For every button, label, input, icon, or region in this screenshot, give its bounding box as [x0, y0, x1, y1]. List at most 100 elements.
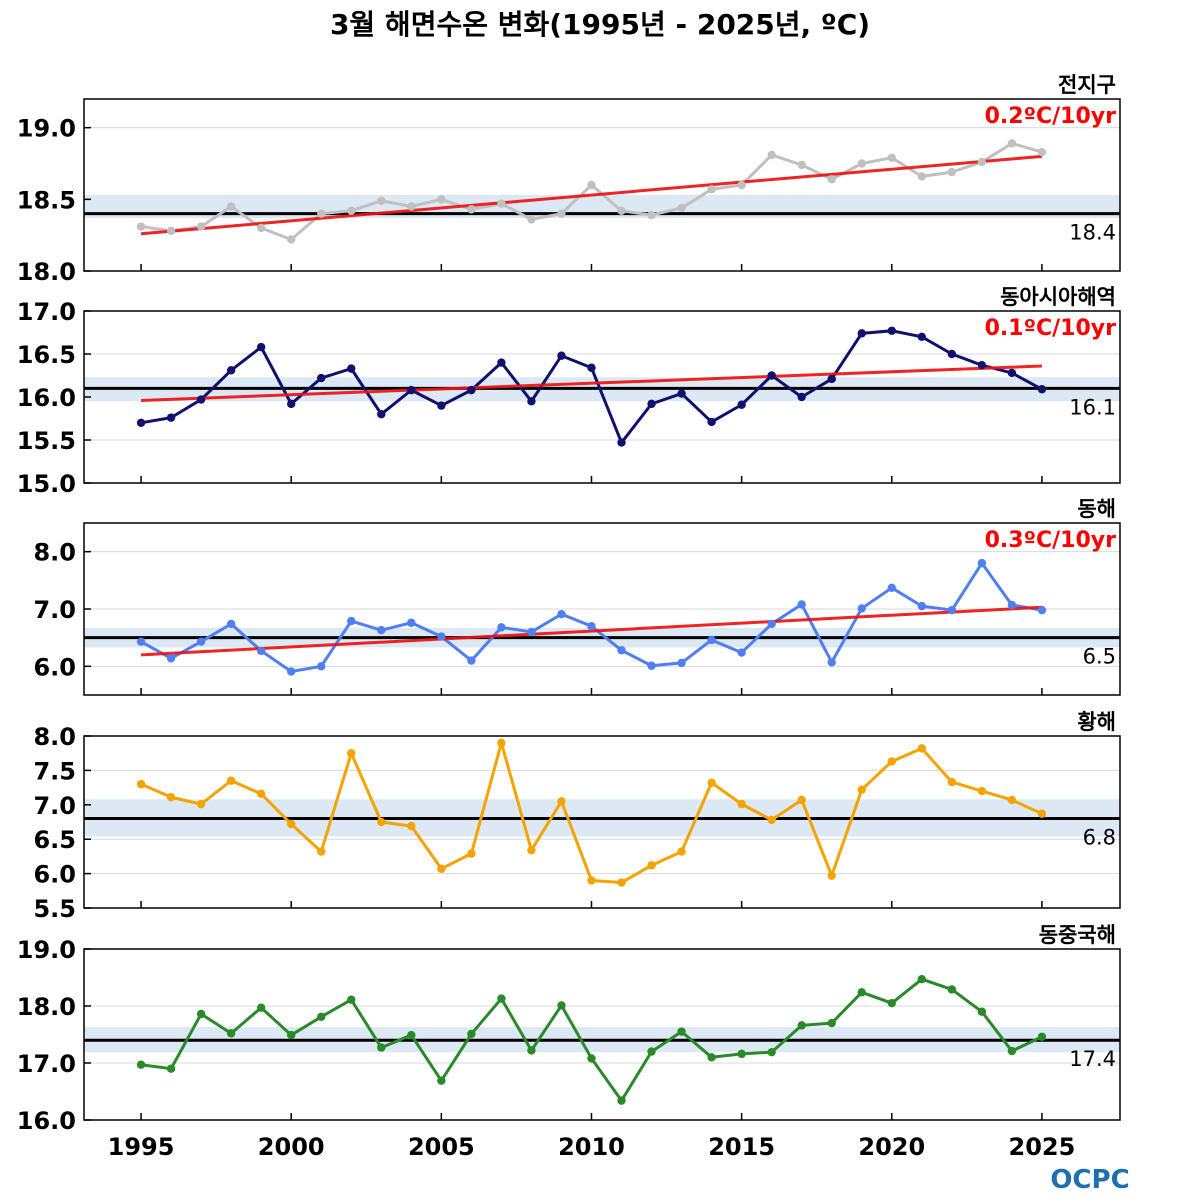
- data-point: [767, 619, 776, 629]
- data-point: [677, 1027, 686, 1036]
- trend-line: [140, 154, 1043, 236]
- data-point: [587, 180, 596, 190]
- mean-label: 6.5: [1083, 645, 1116, 669]
- data-point: [887, 153, 896, 162]
- data-point: [617, 878, 626, 887]
- data-point: [287, 1030, 296, 1040]
- data-point: [1037, 605, 1047, 615]
- region-name: 전지구: [1058, 73, 1116, 97]
- data-point: [1007, 795, 1017, 805]
- series-line-0: [140, 141, 1043, 241]
- data-point: [947, 605, 957, 615]
- data-point: [647, 210, 656, 220]
- data-point: [136, 779, 146, 789]
- y-tick-label: 17.0: [17, 298, 76, 326]
- y-tick-label: 6.0: [33, 861, 76, 889]
- data-point: [827, 1018, 836, 1028]
- trend-label: 0.1ºC/10yr: [985, 316, 1117, 341]
- data-point: [226, 202, 236, 211]
- data-point: [1007, 600, 1017, 610]
- data-point: [827, 871, 836, 880]
- data-point: [857, 604, 866, 613]
- data-point: [887, 998, 896, 1008]
- data-point: [707, 635, 716, 645]
- data-point: [166, 793, 176, 802]
- trend-label: 0.3ºC/10yr: [985, 528, 1117, 553]
- data-point: [467, 656, 476, 665]
- data-point: [827, 658, 836, 667]
- data-point: [797, 600, 806, 609]
- data-point: [497, 738, 506, 748]
- mean-label: 6.8: [1083, 826, 1116, 850]
- y-tick-label: 16.0: [17, 384, 76, 412]
- data-point: [377, 626, 386, 635]
- data-point: [887, 326, 896, 335]
- data-point: [226, 366, 236, 375]
- data-point: [767, 815, 776, 825]
- data-point: [136, 222, 146, 231]
- data-point: [557, 797, 566, 806]
- panel-frame: [83, 735, 1121, 909]
- data-point: [1037, 147, 1047, 157]
- y-tick-label: 6.0: [33, 653, 76, 681]
- data-point: [527, 846, 536, 855]
- data-point: [527, 215, 536, 224]
- chart-title: 3월 해면수온 변화(1995년 - 2025년, ºC): [330, 8, 870, 41]
- data-point: [166, 413, 176, 422]
- data-point: [587, 363, 596, 372]
- x-tick-label: 2010: [558, 1133, 625, 1161]
- y-tick-label: 17.0: [17, 1050, 76, 1078]
- data-point: [497, 994, 506, 1003]
- data-point: [136, 418, 146, 427]
- data-point: [287, 235, 296, 244]
- data-point: [377, 817, 386, 827]
- data-point: [317, 847, 326, 856]
- data-point: [707, 1053, 716, 1062]
- data-point: [707, 778, 716, 787]
- data-point: [377, 410, 386, 419]
- data-point: [977, 1007, 987, 1016]
- y-tick-label: 15.5: [17, 427, 76, 455]
- data-point: [347, 749, 356, 758]
- data-point: [497, 358, 506, 367]
- x-axis: 1995 2000 2005 2010 2015 2020 2025: [108, 1133, 1076, 1161]
- data-point: [767, 1047, 776, 1057]
- region-name: 동해: [1077, 497, 1116, 521]
- data-point: [467, 1029, 476, 1039]
- data-point: [677, 389, 686, 398]
- region-name: 동중국해: [1039, 923, 1116, 947]
- data-point: [677, 203, 686, 213]
- data-point: [947, 349, 957, 359]
- data-point: [136, 1060, 146, 1069]
- y-tick-label: 5.5: [33, 895, 76, 923]
- data-point: [196, 1009, 206, 1019]
- data-point: [256, 1003, 266, 1012]
- data-point: [767, 371, 776, 380]
- data-point: [407, 1030, 416, 1040]
- panel-3: 5.5 6.0 6.5 7.0 7.5 8.0 황해 6.8: [33, 710, 1121, 923]
- data-point: [617, 1096, 626, 1105]
- data-point: [737, 648, 746, 657]
- data-point: [226, 1029, 236, 1038]
- y-tick-label: 7.0: [33, 596, 76, 624]
- trend-line: [140, 364, 1042, 402]
- data-point: [347, 616, 356, 626]
- data-point: [917, 332, 927, 341]
- data-point: [1007, 368, 1017, 378]
- data-point: [467, 205, 476, 214]
- y-tick-label: 8.0: [33, 539, 76, 567]
- data-point: [677, 847, 686, 856]
- panels: 18.0 18.5 19.0 전지구 0.2ºC/10yr 18.4 15.0 15.5 16.…: [17, 73, 1121, 1135]
- data-point: [857, 988, 866, 997]
- data-point: [857, 329, 866, 338]
- data-point: [407, 385, 416, 395]
- mean-label: 18.4: [1069, 221, 1116, 245]
- panel-1: 15.0 15.5 16.0 16.5 17.0 동아시아해역 0.1ºC/10yr 16.1: [17, 285, 1121, 498]
- data-point: [196, 799, 206, 809]
- data-point: [827, 175, 836, 184]
- data-point: [1037, 809, 1047, 818]
- y-tick-label: 6.5: [33, 826, 76, 854]
- data-point: [797, 392, 806, 402]
- series-line-2: [140, 561, 1043, 673]
